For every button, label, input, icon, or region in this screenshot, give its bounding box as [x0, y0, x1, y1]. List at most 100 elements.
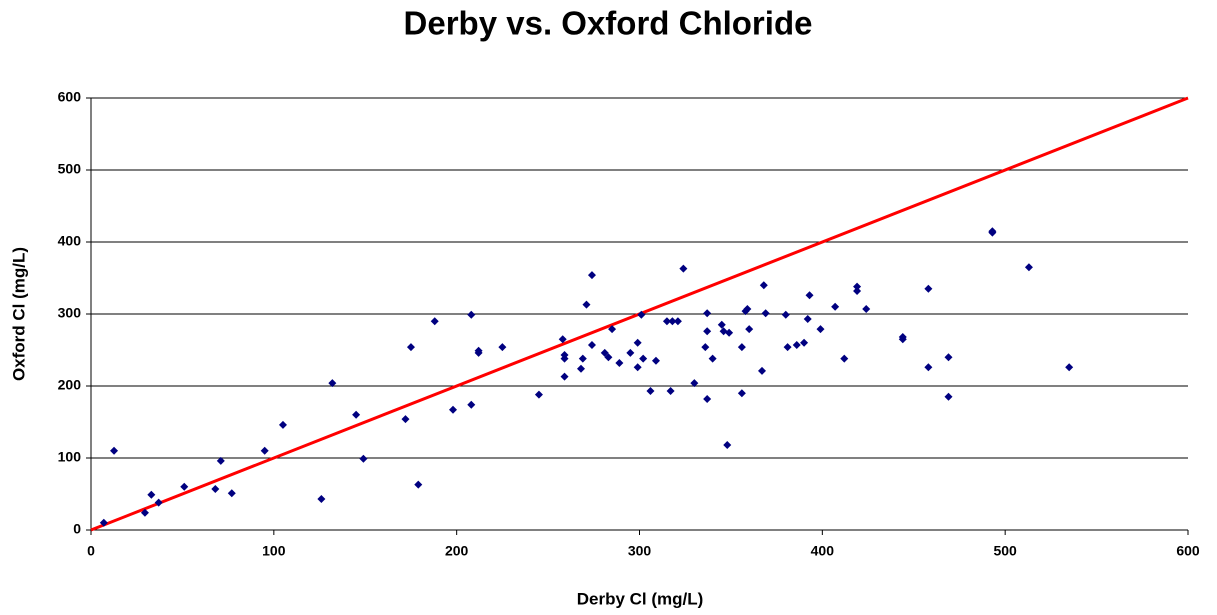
y-tick-label: 400	[58, 233, 82, 249]
data-point	[560, 372, 569, 381]
data-point	[534, 390, 543, 399]
data-point	[633, 338, 642, 347]
data-point	[853, 282, 862, 291]
data-point	[944, 392, 953, 401]
data-point	[626, 348, 635, 357]
data-point	[154, 498, 163, 507]
data-point	[701, 343, 710, 352]
data-point	[352, 410, 361, 419]
data-point	[862, 304, 871, 313]
x-tick-label: 200	[445, 543, 469, 559]
data-point	[110, 446, 119, 455]
chart-title: Derby vs. Oxford Chloride	[404, 5, 813, 42]
y-tick-label: 0	[73, 521, 81, 537]
data-point	[924, 284, 933, 293]
data-point	[783, 343, 792, 352]
data-point	[578, 354, 587, 363]
data-point	[328, 379, 337, 388]
data-point	[587, 271, 596, 280]
data-point	[717, 320, 726, 329]
data-point	[757, 366, 766, 375]
data-point	[743, 304, 752, 313]
data-point	[646, 387, 655, 396]
data-point	[666, 387, 675, 396]
x-tick-label: 100	[262, 543, 286, 559]
data-point	[180, 482, 189, 491]
data-point	[359, 454, 368, 463]
data-point	[668, 317, 677, 326]
data-point	[1024, 263, 1033, 272]
data-point	[558, 335, 567, 344]
data-point	[737, 343, 746, 352]
data-point	[211, 484, 220, 493]
data-point	[759, 281, 768, 290]
data-point	[737, 389, 746, 398]
data-point	[278, 420, 287, 429]
data-point	[944, 353, 953, 362]
data-point	[924, 363, 933, 372]
data-point	[637, 310, 646, 319]
data-point	[853, 286, 862, 295]
data-point	[725, 328, 734, 337]
data-point	[703, 327, 712, 336]
data-point	[898, 335, 907, 344]
data-point	[761, 309, 770, 318]
y-tick-label: 600	[58, 89, 82, 105]
data-point	[1065, 363, 1074, 372]
data-point	[449, 405, 458, 414]
data-point	[317, 495, 326, 504]
data-point	[140, 508, 149, 517]
data-point	[582, 300, 591, 309]
data-point	[414, 480, 423, 489]
y-axis-title: Oxford Cl (mg/L)	[9, 247, 28, 381]
data-point	[708, 354, 717, 363]
data-point	[467, 310, 476, 319]
data-point	[816, 325, 825, 334]
data-point	[260, 446, 269, 455]
data-point	[587, 340, 596, 349]
data-point	[719, 327, 728, 336]
data-point	[430, 317, 439, 326]
x-tick-label: 300	[628, 543, 652, 559]
y-tick-label: 100	[58, 449, 82, 465]
x-tick-label: 400	[811, 543, 835, 559]
data-point	[406, 343, 415, 352]
data-point	[703, 394, 712, 403]
data-point	[498, 343, 507, 352]
data-point	[401, 415, 410, 424]
data-point	[576, 364, 585, 373]
x-tick-label: 600	[1176, 543, 1200, 559]
data-point	[467, 400, 476, 409]
y-tick-label: 300	[58, 305, 82, 321]
data-point	[147, 490, 156, 499]
data-point	[800, 338, 809, 347]
data-point	[679, 264, 688, 273]
data-point	[781, 310, 790, 319]
data-point	[803, 315, 812, 324]
data-point	[805, 291, 814, 300]
data-point	[673, 317, 682, 326]
data-point	[560, 354, 569, 363]
data-point	[792, 340, 801, 349]
x-tick-label: 500	[993, 543, 1017, 559]
data-point	[831, 302, 840, 311]
data-point	[703, 309, 712, 318]
data-point	[639, 354, 648, 363]
data-point	[840, 354, 849, 363]
data-point	[745, 325, 754, 334]
data-point	[99, 518, 108, 527]
data-point	[633, 363, 642, 372]
data-point	[604, 353, 613, 362]
data-point	[216, 456, 225, 465]
data-point	[988, 227, 997, 236]
data-point	[474, 346, 483, 355]
data-point	[690, 379, 699, 388]
y-tick-label: 500	[58, 161, 82, 177]
y-tick-label: 200	[58, 377, 82, 393]
x-tick-label: 0	[87, 543, 95, 559]
data-point	[615, 358, 624, 367]
data-point	[651, 356, 660, 365]
data-point	[227, 489, 236, 498]
data-point	[608, 325, 617, 334]
